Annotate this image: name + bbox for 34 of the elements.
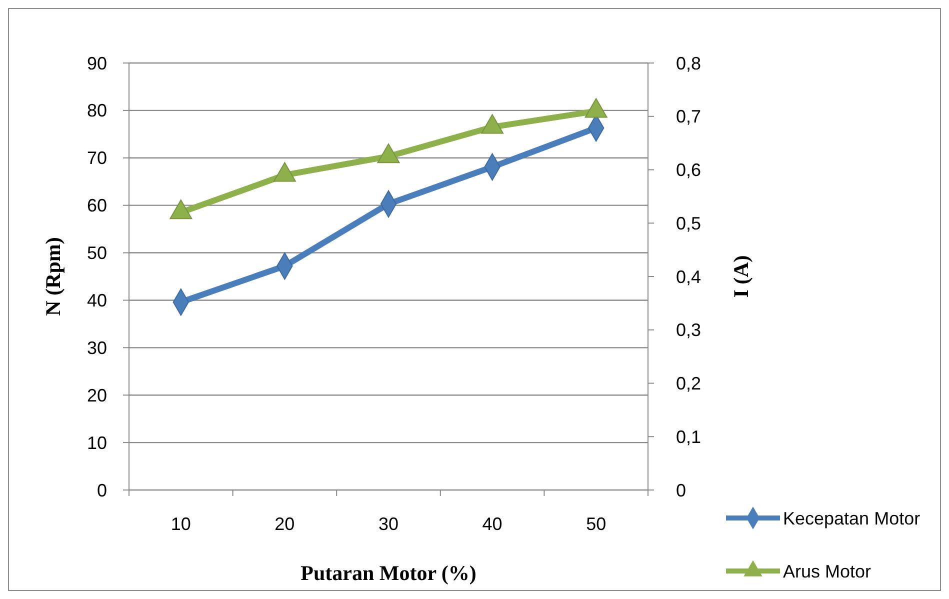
y2-tick-label: 0,2: [676, 374, 702, 394]
x-tick-label: 40: [482, 514, 502, 534]
y-tick-label: 30: [86, 338, 107, 358]
y2-tick-label: 0,5: [676, 213, 702, 234]
y-tick-label: 20: [86, 385, 107, 406]
point: [377, 144, 400, 164]
legend-label: Kecepatan Motor: [783, 508, 920, 528]
y-axis-title: N (Rpm): [41, 237, 65, 316]
x-tick-label: 30: [378, 514, 399, 534]
y-tick-label: 70: [86, 148, 107, 168]
y-tick-label: 0: [96, 480, 107, 500]
y2-tick-label: 0: [676, 480, 686, 500]
y2-tick-label: 0,7: [676, 106, 702, 127]
x-tick-label: 50: [586, 514, 606, 534]
legend-label: Arus Motor: [783, 561, 872, 582]
point: [273, 162, 296, 182]
x-tick-label: 20: [274, 514, 295, 534]
y2-tick-label: 0,4: [676, 266, 702, 287]
point: [170, 200, 192, 220]
y2-axis-title: I (A): [729, 255, 753, 298]
y-tick-label: 10: [86, 432, 107, 453]
y2-tick-label: 0,6: [676, 160, 702, 180]
y-tick-label: 80: [86, 100, 107, 121]
point: [584, 98, 608, 118]
y-tick-label: 90: [86, 53, 107, 74]
point: [481, 114, 504, 134]
y-tick-label: 40: [86, 290, 107, 311]
y-tick-label: 60: [86, 196, 107, 216]
y2-tick-label: 0,8: [676, 53, 702, 74]
y2-tick-label: 0,3: [676, 320, 702, 340]
x-axis-title: Putaran Motor (%): [300, 561, 476, 585]
x-tick-label: 10: [170, 514, 191, 534]
y2-tick-label: 0,1: [676, 426, 702, 447]
y-tick-label: 50: [86, 243, 107, 264]
